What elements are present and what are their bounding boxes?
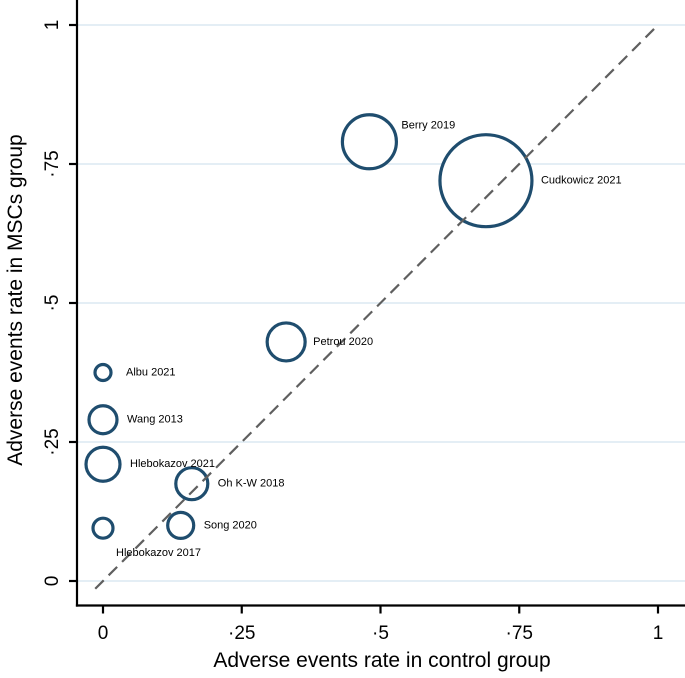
- y-tick-label: 0: [42, 576, 63, 587]
- point-label-cudkowicz-2021: Cudkowicz 2021: [541, 175, 622, 187]
- point-label-song-2020: Song 2020: [204, 519, 257, 531]
- bubble-cudkowicz-2021: [438, 133, 534, 229]
- point-label-hlebokazov-2017: Hlebokazov 2017: [116, 547, 201, 559]
- identity-line: [94, 24, 659, 590]
- x-axis-title: Adverse events rate in control group: [213, 649, 550, 672]
- point-label-oh-k-w-2018: Oh K-W 2018: [218, 478, 285, 490]
- bubble-wang-2013: [87, 404, 119, 436]
- bubble-petrou-2020: [265, 321, 307, 363]
- point-label-berry-2019: Berry 2019: [401, 120, 455, 132]
- bubble-oh-k-w-2018: [174, 466, 210, 502]
- x-tick-label: 0: [98, 623, 109, 644]
- bubble-berry-2019: [340, 113, 398, 171]
- x-tick-label: ·5: [372, 623, 389, 644]
- bubble-song-2020: [166, 510, 196, 541]
- y-axis-title: Adverse events rate in MSCs group: [4, 134, 27, 466]
- bubble-albu-2021: [93, 362, 113, 383]
- y-tick-label: ·75: [42, 150, 63, 177]
- x-tick-label: ·25: [228, 623, 255, 644]
- point-label-petrou-2020: Petrou 2020: [313, 336, 373, 348]
- x-tick-label: ·75: [506, 623, 533, 644]
- point-label-hlebokazov-2021: Hlebokazov 2021: [130, 458, 215, 470]
- bubble-hlebokazov-2017: [91, 516, 115, 540]
- point-label-wang-2013: Wang 2013: [127, 414, 183, 426]
- y-tick-label: 1: [42, 20, 63, 31]
- y-tick-label: ·5: [42, 295, 63, 312]
- bubble-hlebokazov-2021: [84, 445, 122, 483]
- point-label-albu-2021: Albu 2021: [126, 366, 176, 378]
- y-tick-label: ·25: [42, 428, 63, 455]
- x-tick-label: 1: [653, 623, 664, 644]
